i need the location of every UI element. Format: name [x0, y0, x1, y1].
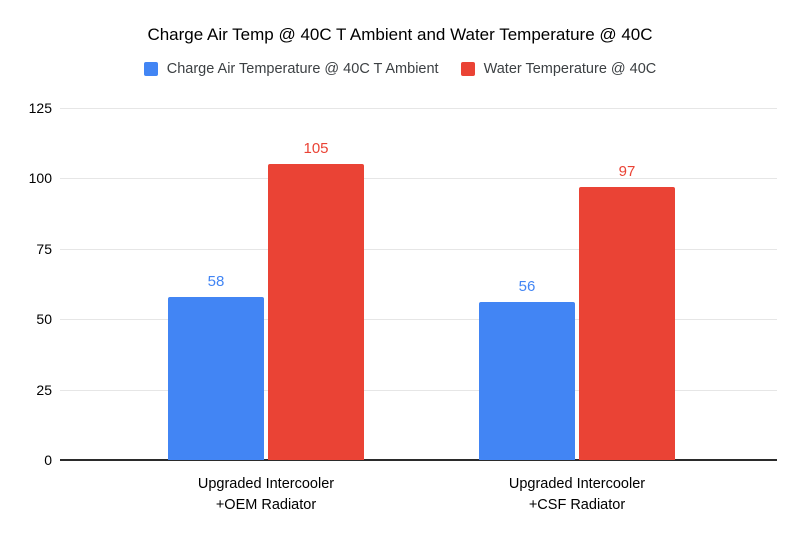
bar [479, 302, 575, 460]
legend-item: Water Temperature @ 40C [460, 61, 657, 77]
legend-label: Water Temperature @ 40C [483, 61, 657, 77]
bar-group: 58 105 [168, 108, 364, 460]
gridline [60, 319, 777, 321]
plot-area: 58 105 56 97 [60, 108, 777, 461]
y-tick-label: 125 [28, 100, 52, 116]
gridline [60, 389, 777, 391]
gridline [60, 248, 777, 250]
x-category-label: Upgraded Intercooler +OEM Radiator [197, 476, 335, 513]
chart-legend: Charge Air Temperature @ 40C T Ambient Wa… [0, 59, 800, 79]
bar-value-label: 56 [518, 278, 536, 295]
bar [579, 187, 675, 460]
bar-value-label: 58 [207, 273, 225, 290]
legend-item: Charge Air Temperature @ 40C T Ambient [143, 61, 439, 77]
legend-swatch-icon [143, 62, 158, 76]
legend-label: Charge Air Temperature @ 40C T Ambient [166, 61, 439, 77]
bar [168, 297, 264, 460]
bar-group: 56 97 [479, 108, 675, 460]
bar-value-label: 105 [303, 140, 329, 157]
y-tick-label: 25 [36, 381, 52, 398]
bar [268, 164, 364, 460]
y-tick-label: 50 [36, 311, 52, 328]
bar-value-label: 97 [618, 163, 636, 180]
chart-title: Charge Air Temp @ 40C T Ambient and Wate… [147, 25, 653, 44]
y-tick-label: 100 [28, 170, 52, 187]
x-axis-baseline [60, 459, 777, 461]
gridline [60, 178, 777, 180]
y-tick-label: 75 [36, 240, 52, 257]
y-tick-label: 0 [44, 452, 52, 468]
legend-swatch-icon [460, 62, 475, 76]
gridline [60, 108, 777, 109]
x-category-label: Upgraded Intercooler +CSF Radiator [508, 476, 646, 513]
